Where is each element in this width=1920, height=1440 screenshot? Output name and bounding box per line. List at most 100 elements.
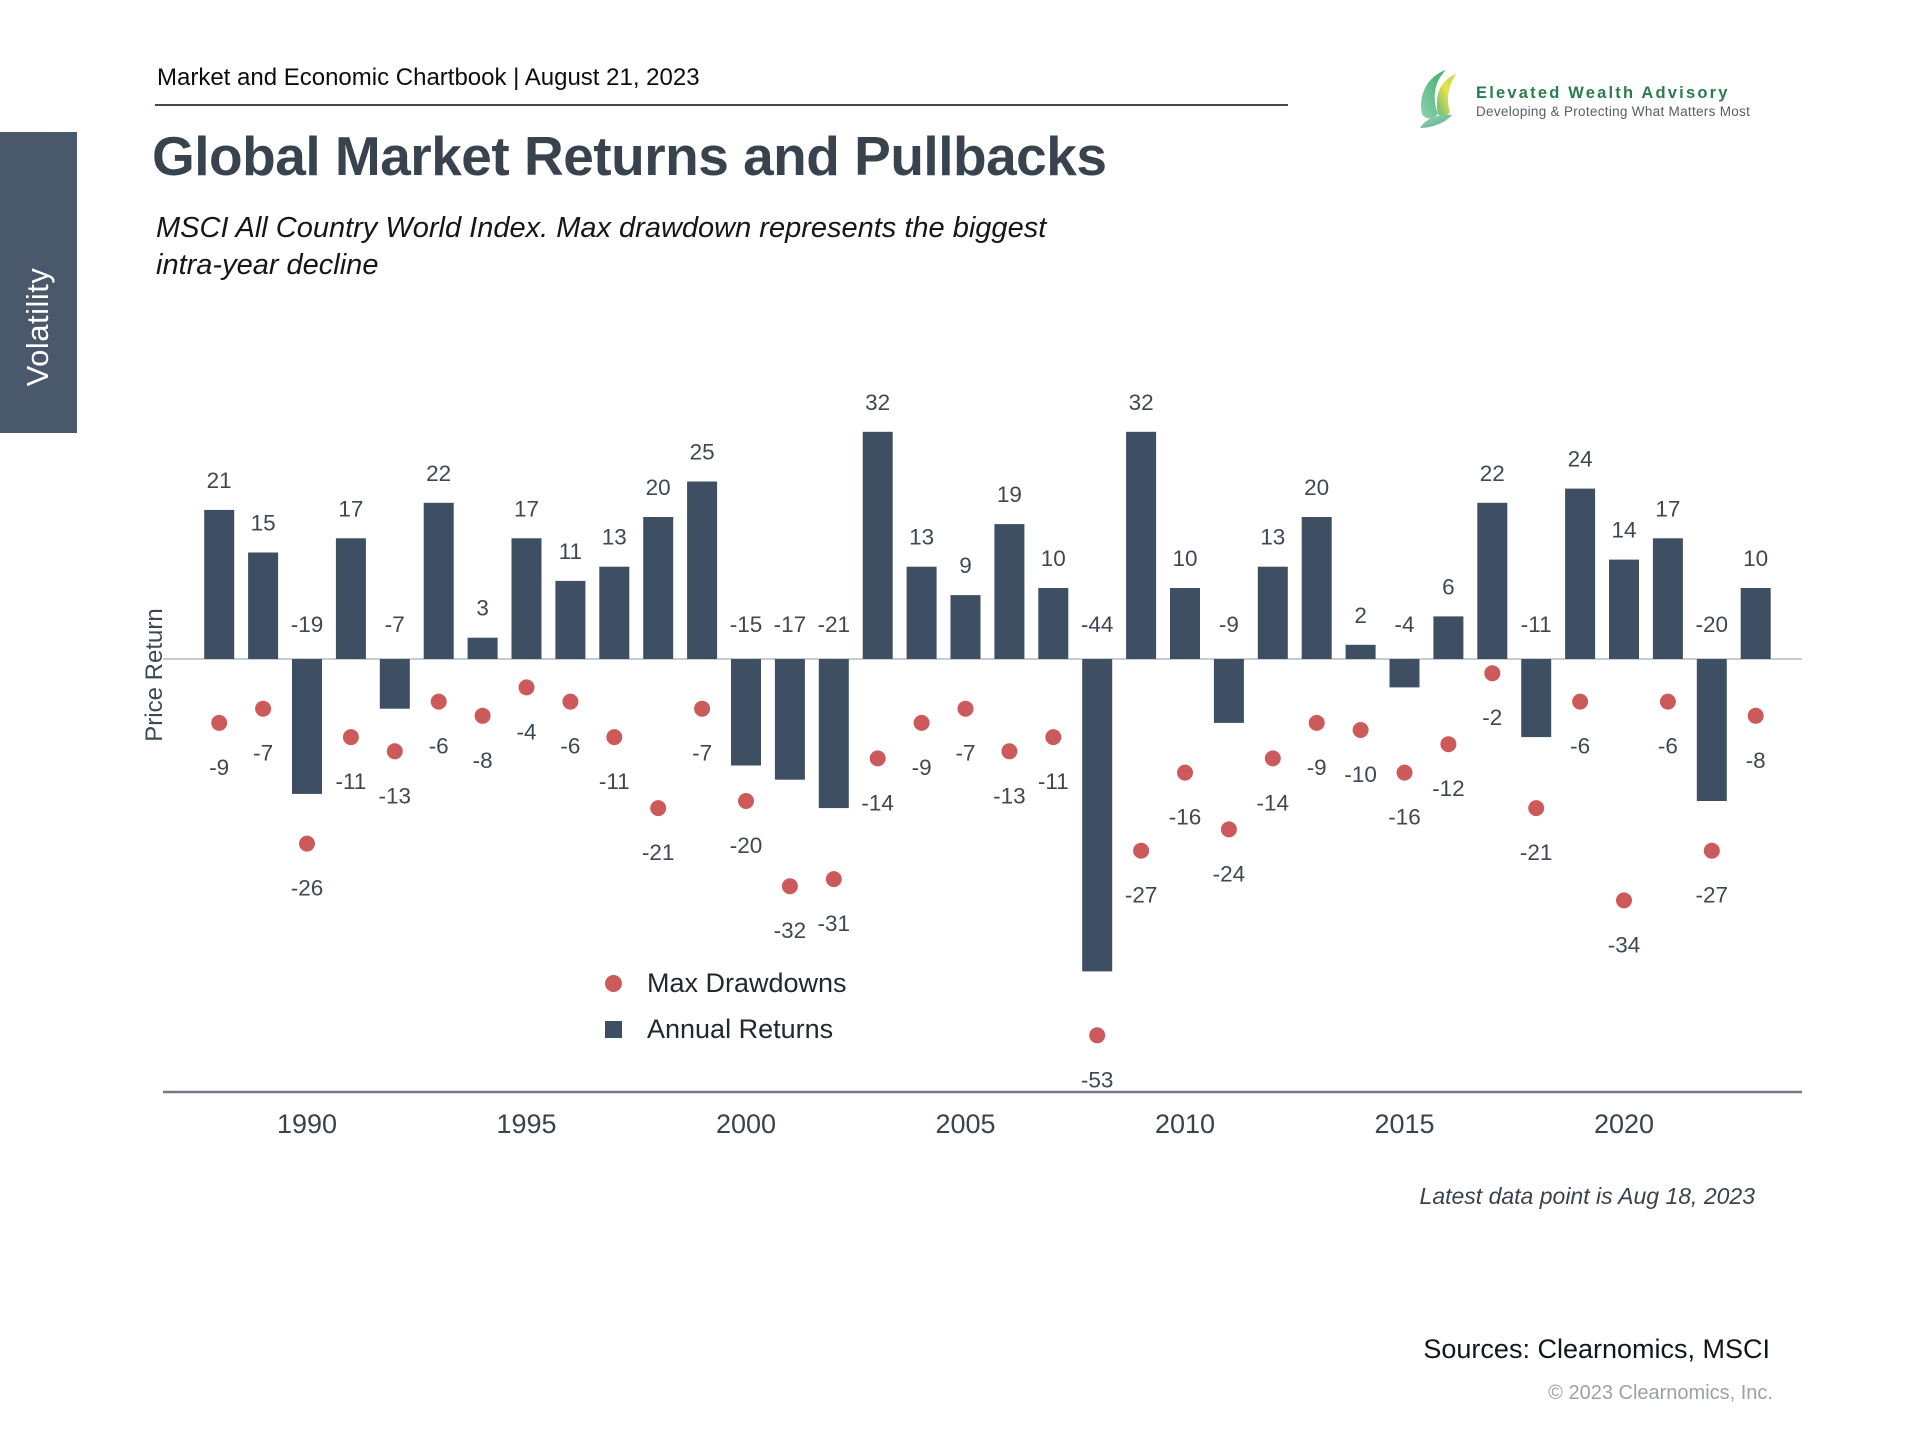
max-drawdown-dot xyxy=(474,707,491,724)
max-drawdown-value: -20 xyxy=(730,833,763,858)
max-drawdown-dot xyxy=(1528,800,1545,817)
x-axis-tick-label: 1990 xyxy=(277,1109,337,1139)
max-drawdown-value: -7 xyxy=(955,741,975,766)
max-drawdown-value: -13 xyxy=(993,783,1026,808)
annual-return-bar xyxy=(292,659,322,794)
annual-return-value: 15 xyxy=(251,511,276,536)
annual-return-bar xyxy=(1652,538,1683,659)
annual-return-bar xyxy=(1609,559,1639,659)
max-drawdown-dot xyxy=(211,714,228,731)
copyright-note: © 2023 Clearnomics, Inc. xyxy=(1548,1382,1773,1404)
annual-return-bar xyxy=(423,502,454,659)
annual-return-bar xyxy=(774,659,805,780)
max-drawdown-value: -53 xyxy=(1081,1067,1114,1092)
max-drawdown-value: -9 xyxy=(1307,755,1327,780)
max-drawdown-value: -14 xyxy=(861,790,894,815)
chart-subtitle-line2: intra-year decline xyxy=(156,249,379,281)
max-drawdown-dot xyxy=(255,700,272,717)
max-drawdown-dot xyxy=(1001,743,1018,760)
annual-return-value: 6 xyxy=(1442,574,1455,599)
annual-return-value: 9 xyxy=(959,553,972,578)
annual-return-bar xyxy=(555,580,586,659)
x-axis-tick-label: 2020 xyxy=(1594,1109,1654,1139)
max-drawdown-dot xyxy=(1747,707,1764,724)
annual-return-value: -7 xyxy=(385,612,405,637)
max-drawdown-value: -32 xyxy=(774,918,807,943)
max-drawdown-value: -10 xyxy=(1344,762,1377,787)
annual-return-value: 17 xyxy=(1655,496,1680,521)
annual-return-value: 10 xyxy=(1743,546,1768,571)
annual-return-value: -21 xyxy=(818,612,851,637)
max-drawdown-dot xyxy=(386,743,403,760)
header-divider xyxy=(155,104,1288,106)
annual-return-bar xyxy=(204,509,235,659)
max-drawdown-dot xyxy=(1352,722,1369,738)
annual-return-bar xyxy=(818,659,849,809)
annual-return-value: 13 xyxy=(1260,525,1285,550)
annual-return-value: 14 xyxy=(1611,518,1636,543)
annual-return-value: -44 xyxy=(1081,612,1114,637)
max-drawdown-value: -11 xyxy=(1038,769,1069,794)
annual-return-value: -9 xyxy=(1219,612,1239,637)
annual-return-bar xyxy=(1521,659,1552,738)
annual-return-value: 17 xyxy=(514,496,539,521)
max-drawdown-value: -2 xyxy=(1482,705,1502,730)
annual-return-bar xyxy=(248,552,279,659)
max-drawdown-dot xyxy=(957,700,974,717)
max-drawdown-value: -11 xyxy=(599,769,630,794)
annual-return-bar xyxy=(1345,644,1376,659)
max-drawdown-value: -6 xyxy=(560,734,580,759)
max-drawdown-dot xyxy=(913,714,930,731)
x-axis-tick-label: 2015 xyxy=(1374,1109,1434,1139)
legend-label: Annual Returns xyxy=(647,1013,834,1044)
drawdown-dot-icon xyxy=(605,974,622,992)
max-drawdown-dot xyxy=(1616,892,1632,909)
annual-return-value: 20 xyxy=(1304,475,1329,500)
annual-return-value: 21 xyxy=(207,468,232,493)
x-axis-tick-label: 1995 xyxy=(496,1109,556,1139)
annual-return-bar xyxy=(1170,588,1200,659)
max-drawdown-value: -7 xyxy=(253,741,273,766)
return-bar-icon xyxy=(605,1020,622,1038)
max-drawdown-value: -12 xyxy=(1432,776,1465,801)
max-drawdown-dot xyxy=(518,679,535,696)
chart-subtitle-line1: MSCI All Country World Index. Max drawdo… xyxy=(156,212,1047,244)
latest-data-note: Latest data point is Aug 18, 2023 xyxy=(1419,1183,1755,1209)
annual-return-value: 3 xyxy=(476,596,489,621)
brand-logo-icon xyxy=(1420,70,1456,128)
max-drawdown-dot xyxy=(1572,693,1589,710)
annual-return-bar xyxy=(950,595,981,659)
annual-return-bar xyxy=(335,538,366,659)
annual-return-value: -11 xyxy=(1521,612,1552,637)
max-drawdown-dot xyxy=(430,693,447,710)
annual-return-value: 17 xyxy=(338,496,363,521)
annual-return-value: 32 xyxy=(1129,390,1154,415)
annual-return-value: 13 xyxy=(909,525,934,550)
annual-return-value: 22 xyxy=(1480,461,1505,486)
annual-return-bar xyxy=(643,517,674,659)
max-drawdown-dot xyxy=(1264,750,1281,767)
max-drawdown-value: -27 xyxy=(1125,883,1158,908)
legend-label: Max Drawdowns xyxy=(647,967,847,998)
annual-return-bar xyxy=(1565,488,1596,659)
max-drawdown-dot xyxy=(606,729,623,746)
max-drawdown-value: -6 xyxy=(1658,734,1678,759)
annual-return-bar xyxy=(467,637,498,659)
annual-return-bar xyxy=(1477,502,1508,659)
max-drawdown-dot xyxy=(1440,736,1457,753)
sources-note: Sources: Clearnomics, MSCI xyxy=(1423,1334,1770,1364)
legend-item-max-drawdowns: Max Drawdowns xyxy=(605,960,847,1006)
annual-return-bar xyxy=(994,524,1025,659)
annual-return-bar xyxy=(1213,659,1244,723)
max-drawdown-dot xyxy=(1220,821,1237,838)
max-drawdown-dot xyxy=(1484,665,1501,682)
max-drawdown-dot xyxy=(1659,693,1676,710)
max-drawdown-dot xyxy=(650,800,667,817)
annual-return-value: 24 xyxy=(1568,447,1593,472)
annual-return-value: 19 xyxy=(997,482,1022,507)
annual-return-value: 11 xyxy=(559,539,582,564)
report-eyebrow: Market and Economic Chartbook | August 2… xyxy=(157,64,700,91)
annual-return-bar xyxy=(511,538,542,659)
annual-return-bar xyxy=(687,481,718,659)
